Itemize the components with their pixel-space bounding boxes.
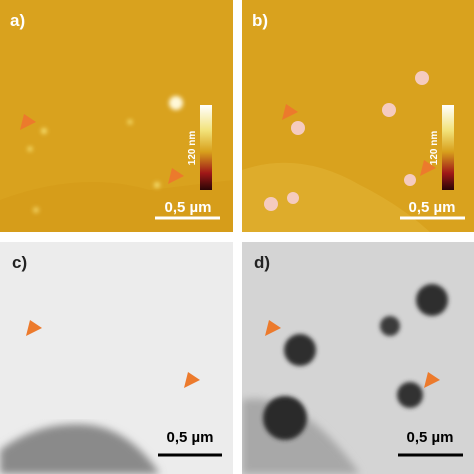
marker-triangle [26, 320, 42, 336]
panel-d: d) 0,5 µm [242, 242, 474, 474]
terrace [242, 162, 430, 232]
dark-region [0, 424, 160, 474]
scale-bar-label: 0,5 µm [407, 429, 454, 446]
panel-label: b) [252, 11, 268, 30]
particles [27, 96, 183, 213]
panel-c: c) 0,5 µm [0, 242, 233, 474]
marker-triangle [20, 114, 36, 130]
colorbar-label: 120 nm [187, 131, 198, 166]
marker-triangle [282, 104, 298, 120]
marker-triangle [424, 372, 440, 388]
scale-bar-label: 0,5 µm [165, 199, 212, 216]
panel-label: a) [10, 11, 25, 30]
marker-triangle [265, 320, 281, 336]
particles [264, 71, 429, 211]
marker-triangle [184, 372, 200, 388]
marker-triangle [420, 160, 436, 176]
marker-triangle [168, 168, 184, 184]
panel-label: d) [254, 253, 270, 272]
colorbar-label: 120 nm [429, 131, 440, 166]
panel-b: b) 120 nm 0,5 µm [242, 0, 474, 232]
scale-bar-label: 0,5 µm [167, 429, 214, 446]
colorbar [200, 105, 212, 190]
colorbar [442, 105, 454, 190]
particles [263, 284, 448, 440]
panel-label: c) [12, 253, 27, 272]
scale-bar-label: 0,5 µm [409, 199, 456, 216]
panel-a: a) 120 nm 0,5 µm [0, 0, 233, 232]
